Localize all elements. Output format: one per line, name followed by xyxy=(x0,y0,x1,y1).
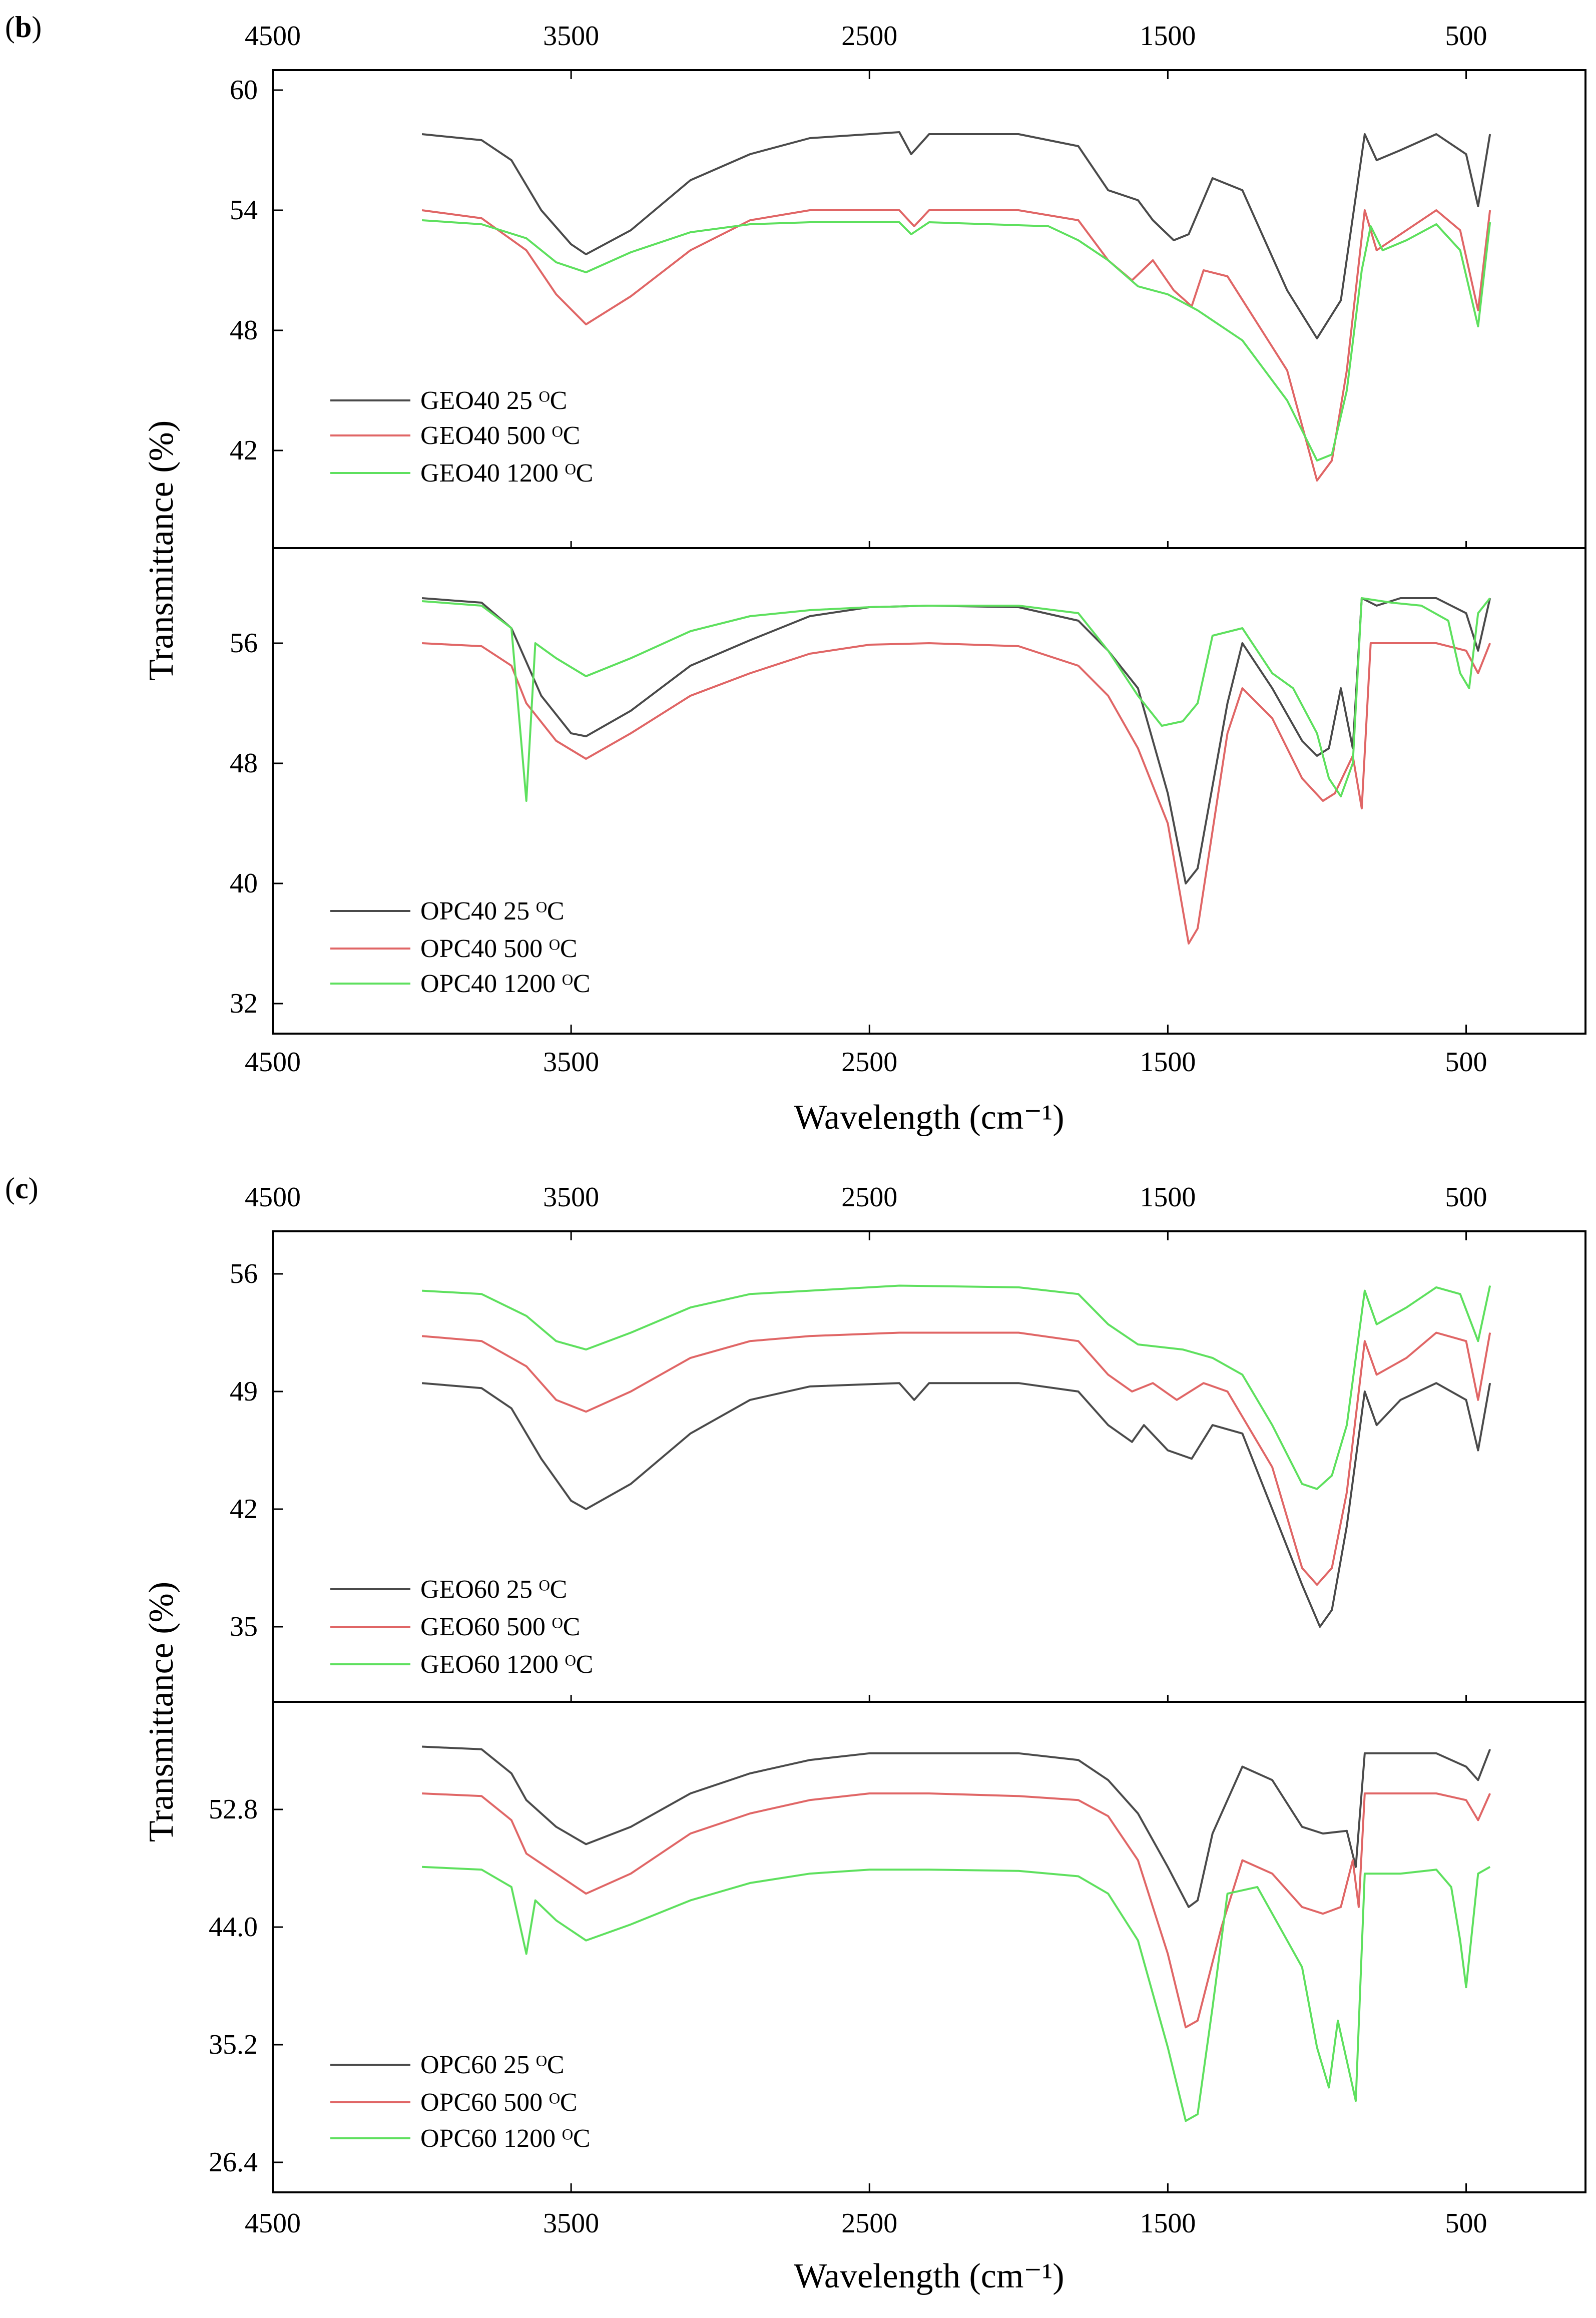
legend-label-black: OPC60 25 ᴼC xyxy=(420,2051,565,2079)
legend-label-black: GEO40 25 ᴼC xyxy=(420,386,567,415)
series-line-black-b-top xyxy=(421,131,1491,339)
bottom-tick-label: 2500 xyxy=(841,1047,897,1078)
y-tick-label: 49 xyxy=(230,1376,258,1407)
y-tick-label: 32 xyxy=(230,988,258,1019)
y-tick-label: 52.8 xyxy=(209,1794,258,1825)
top-tick-label: 500 xyxy=(1445,1182,1487,1213)
top-tick-label: 4500 xyxy=(245,1182,301,1213)
bottom-tick-label: 500 xyxy=(1445,1047,1487,1078)
series-line-green-b-bottom xyxy=(421,597,1491,802)
top-tick-label: 2500 xyxy=(841,21,897,52)
bottom-tick-label: 3500 xyxy=(543,2208,599,2239)
series-line-red-b-top xyxy=(421,209,1491,482)
y-tick-label: 35 xyxy=(230,1611,258,1642)
series-line-green-c-top xyxy=(421,1284,1491,1490)
bottom-tick-label: 1500 xyxy=(1140,1047,1196,1078)
y-tick-label: 60 xyxy=(230,75,258,106)
y-tick-label: 42 xyxy=(230,1494,258,1525)
y-axis-label: Transmittance (%) xyxy=(142,1582,181,1842)
series-line-black-b-bottom xyxy=(421,597,1491,884)
legend-label-black: OPC40 25 ᴼC xyxy=(420,897,565,925)
series-line-black-c-top xyxy=(421,1382,1491,1628)
y-tick-label: 40 xyxy=(230,868,258,899)
plot-frame-c xyxy=(272,1230,1586,2193)
legend-label-red: OPC60 500 ᴼC xyxy=(420,2088,578,2117)
panel-label-c: (c) xyxy=(5,1172,39,1205)
top-tick-label: 1500 xyxy=(1140,21,1196,52)
top-tick-label: 4500 xyxy=(245,21,301,52)
legend-label-green: OPC40 1200 ᴼC xyxy=(420,970,591,998)
y-axis-label: Transmittance (%) xyxy=(142,420,181,681)
x-axis-label: Wavelength (cm⁻¹) xyxy=(794,1098,1064,1137)
y-tick-label: 54 xyxy=(230,195,258,226)
plot-frame-b xyxy=(272,69,1586,1035)
y-tick-label: 35.2 xyxy=(209,2029,258,2060)
y-tick-label: 48 xyxy=(230,748,258,779)
bottom-tick-label: 3500 xyxy=(543,1047,599,1078)
bottom-tick-label: 2500 xyxy=(841,2208,897,2239)
bottom-tick-label: 500 xyxy=(1445,2208,1487,2239)
legend-label-red: GEO60 500 ᴼC xyxy=(420,1613,580,1641)
legend-label-red: OPC40 500 ᴼC xyxy=(420,935,578,963)
y-tick-label: 56 xyxy=(230,1258,258,1289)
top-tick-label: 2500 xyxy=(841,1182,897,1213)
y-tick-label: 56 xyxy=(230,628,258,659)
bottom-tick-label: 1500 xyxy=(1140,2208,1196,2239)
bottom-tick-label: 4500 xyxy=(245,1047,301,1078)
x-axis-label: Wavelength (cm⁻¹) xyxy=(794,2257,1064,2295)
top-tick-label: 3500 xyxy=(543,1182,599,1213)
top-tick-label: 1500 xyxy=(1140,1182,1196,1213)
series-line-red-b-bottom xyxy=(421,642,1491,945)
top-tick-label: 500 xyxy=(1445,21,1487,52)
legend-label-green: GEO40 1200 ᴼC xyxy=(420,459,593,488)
bottom-tick-label: 4500 xyxy=(245,2208,301,2239)
series-line-green-c-bottom xyxy=(422,1866,1491,2122)
legend-label-red: GEO40 500 ᴼC xyxy=(420,421,580,450)
y-tick-label: 26.4 xyxy=(209,2147,258,2178)
series-line-red-c-top xyxy=(421,1331,1491,1586)
y-tick-label: 42 xyxy=(230,435,258,466)
top-tick-label: 3500 xyxy=(543,21,599,52)
series-line-red-c-bottom xyxy=(422,1792,1491,2029)
legend-label-green: GEO60 1200 ᴼC xyxy=(420,1650,593,1679)
series-line-green-b-top xyxy=(421,219,1491,461)
panel-label-b: (b) xyxy=(5,11,42,44)
series-line-black-c-bottom xyxy=(422,1745,1491,1908)
legend-label-green: OPC60 1200 ᴼC xyxy=(420,2124,591,2153)
y-tick-label: 44.0 xyxy=(209,1912,258,1943)
y-tick-label: 48 xyxy=(230,315,258,346)
legend-label-black: GEO60 25 ᴼC xyxy=(420,1575,567,1604)
